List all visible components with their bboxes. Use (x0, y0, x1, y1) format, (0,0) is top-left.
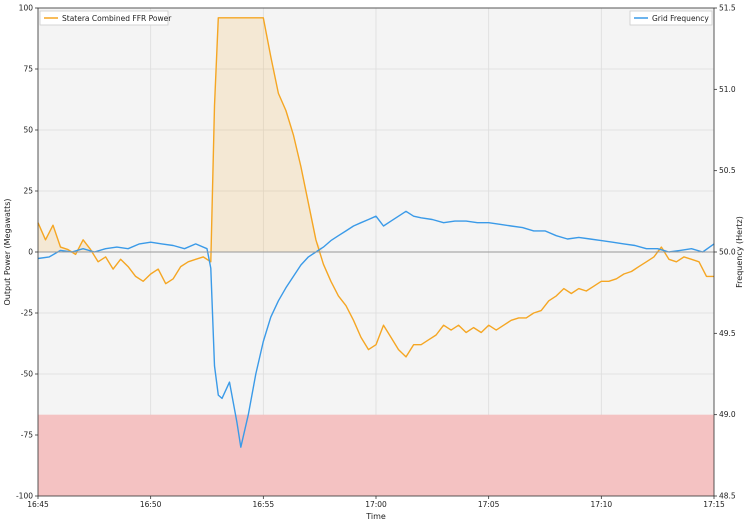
x-tick-label: 16:55 (253, 500, 275, 509)
legend-left: Statera Combined FFR Power (39, 10, 172, 26)
right-y-tick-label: 50.0 (719, 248, 736, 257)
left-y-tick-label: 0 (28, 248, 33, 257)
left-y-tick-label: -100 (16, 492, 33, 501)
under-frequency-region (38, 414, 714, 496)
x-tick-label: 16:50 (140, 500, 162, 509)
right-y-axis-label: Frequency (Hertz) (735, 216, 744, 288)
x-tick-label: 17:05 (478, 500, 500, 509)
right-y-tick-label: 50.5 (719, 166, 736, 175)
left-y-tick-label: -75 (21, 431, 33, 440)
legend-left-box (39, 10, 169, 26)
left-y-axis-label: Output Power (Megawatts) (3, 199, 12, 306)
legend-right-label: Grid Frequency (652, 14, 709, 23)
right-y-tick-label: 51.0 (719, 85, 736, 94)
left-y-tick-label: 75 (23, 65, 33, 74)
legend-left-label: Statera Combined FFR Power (62, 14, 172, 23)
legend-right: Grid Frequency (629, 10, 713, 26)
right-y-tick-label: 49.5 (719, 329, 736, 338)
right-y-tick-label: 49.0 (719, 410, 736, 419)
legend-right-box (629, 10, 713, 26)
right-y-tick-label: 51.5 (719, 4, 736, 13)
x-tick-label: 17:00 (365, 500, 387, 509)
x-tick-label: 17:10 (591, 500, 613, 509)
series-line-grid-frequency (37, 210, 715, 448)
x-tick-label: 16:45 (27, 500, 49, 509)
left-y-tick-label: 25 (23, 187, 33, 196)
left-y-tick-label: -50 (21, 370, 33, 379)
x-tick-label: 17:15 (703, 500, 725, 509)
right-y-tick-label: 48.5 (719, 492, 736, 501)
x-axis-label: Time (365, 512, 386, 521)
left-y-tick-label: -25 (21, 309, 33, 318)
left-y-tick-label: 100 (19, 4, 34, 13)
left-y-tick-label: 50 (23, 126, 33, 135)
series-line-ffr-power (37, 17, 714, 358)
